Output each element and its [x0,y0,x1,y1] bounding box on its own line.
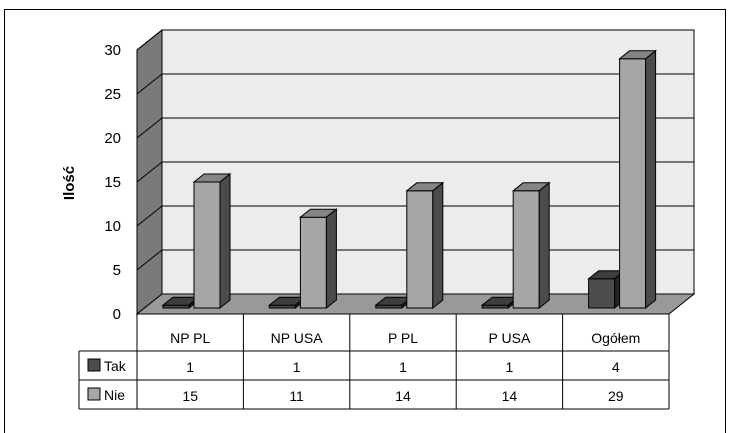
data-label: 14 [395,388,411,404]
legend-label: Nie [104,387,125,403]
bar-front [512,190,540,309]
x-tick-label: NP USA [271,330,324,346]
gridline-side [136,29,163,51]
data-label: 4 [612,359,620,375]
legend-swatch [87,358,101,372]
gridline-side [136,117,163,139]
chart-frame [4,9,726,433]
bar [161,296,201,310]
bar [511,181,551,310]
data-label: 1 [506,359,514,375]
bar-side [645,49,657,310]
bar-front [619,58,647,309]
data-label: 1 [293,359,301,375]
y-axis-label: Ilość [61,166,78,200]
bar-front [299,216,327,309]
bar [405,181,445,310]
x-tick-label: P PL [388,330,418,346]
data-label: 1 [399,359,407,375]
bar-front [588,278,616,309]
bar-side [538,181,550,310]
bar-side [325,208,337,310]
gridline-side [136,205,163,227]
y-tick-label: 25 [104,86,121,103]
gridline-side [136,73,163,95]
bar [192,172,232,310]
bar-front [193,181,221,309]
bar-side [432,181,444,310]
bar-front [406,190,434,309]
data-label: 11 [289,388,304,404]
bar [374,296,414,310]
gridline-side [136,161,163,183]
y-tick-label: 5 [113,262,121,279]
data-label: 29 [608,388,624,404]
data-label: 14 [502,388,518,404]
bar [618,49,658,310]
data-label: 1 [186,359,194,375]
y-tick-label: 10 [104,218,121,235]
bar-side [219,172,231,310]
gridline-side [136,249,163,271]
y-tick-label: 0 [113,306,121,323]
legend-label: Tak [104,358,127,374]
y-tick-label: 20 [104,130,121,147]
x-tick-label: Ogółem [591,330,640,346]
x-tick-label: NP PL [170,330,210,346]
x-tick-label: P USA [489,330,531,346]
legend-swatch [87,387,101,401]
data-label: 15 [182,388,198,404]
y-tick-label: 30 [104,42,121,59]
bar [298,208,338,310]
y-tick-label: 15 [104,174,121,191]
